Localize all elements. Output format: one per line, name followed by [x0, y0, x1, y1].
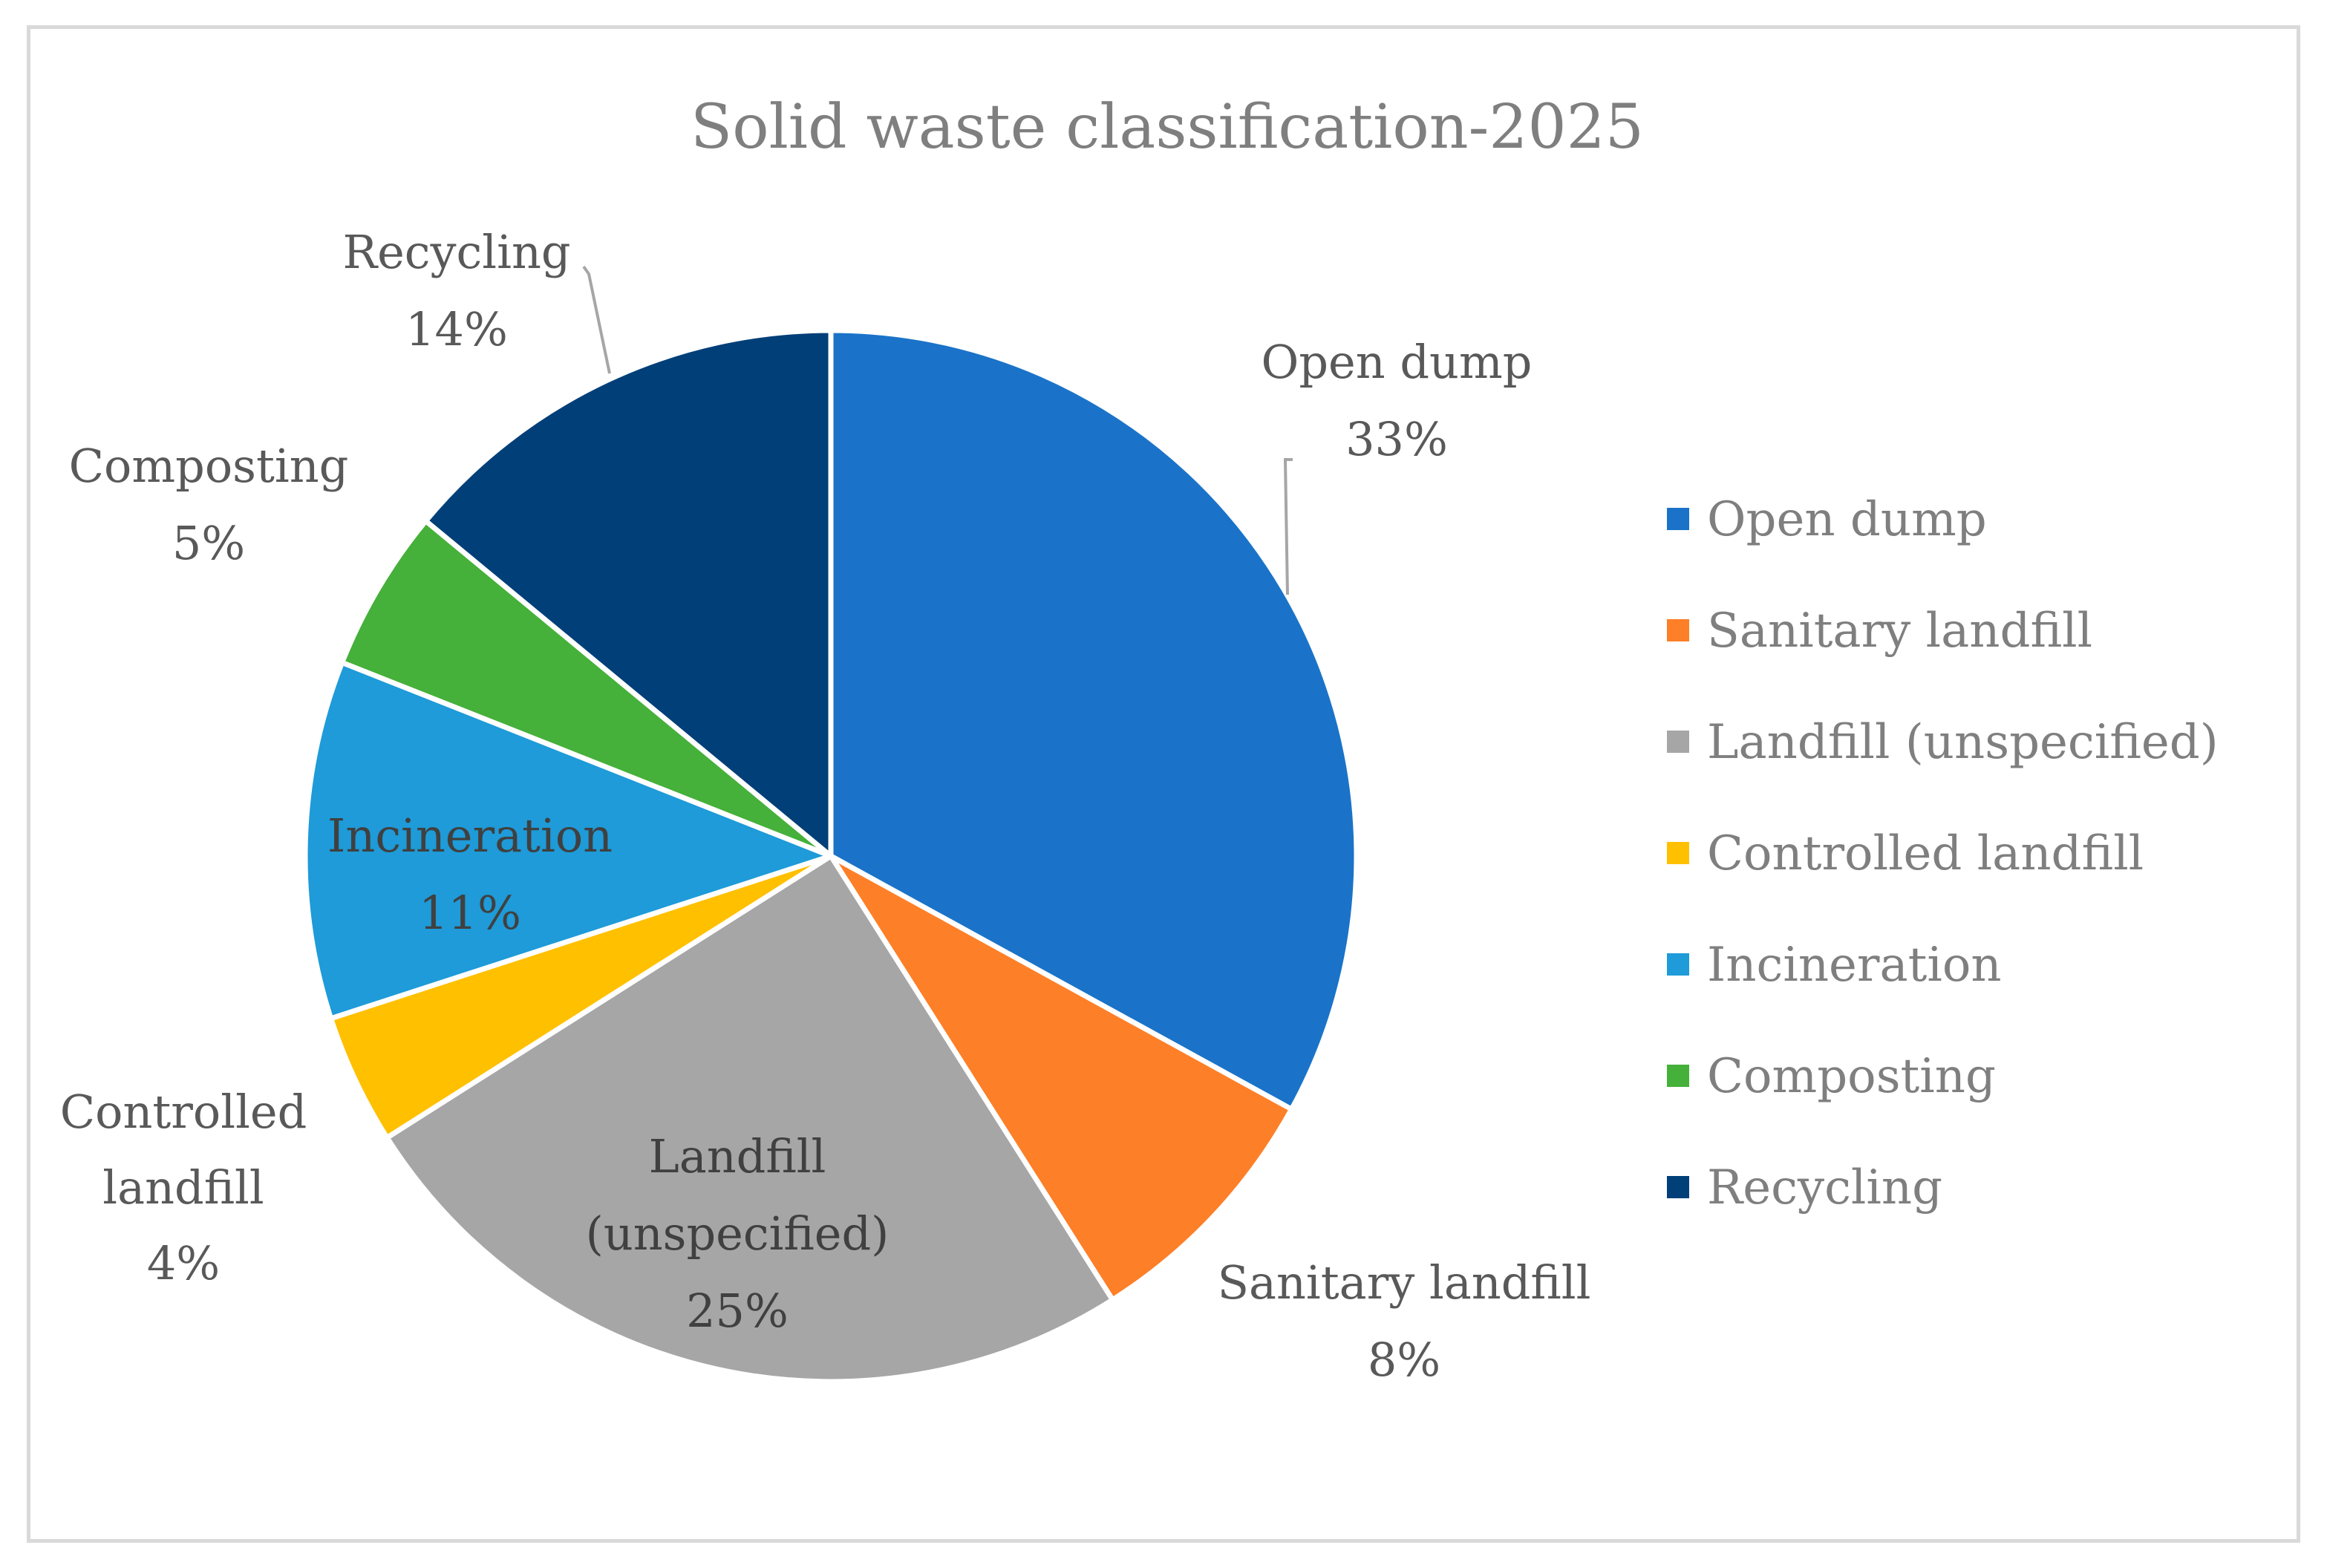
data-label-controlled-landfill: Controlled landfill 4%: [60, 1085, 307, 1290]
legend-item-incineration: Incineration: [1667, 938, 2002, 993]
legend-swatch: [1667, 619, 1689, 641]
legend-item-controlled-landfill: Controlled landfill: [1667, 826, 2144, 881]
legend-label: Recycling: [1707, 1160, 1942, 1215]
legend-swatch: [1667, 731, 1689, 753]
legend-label: Sanitary landfill: [1707, 604, 2092, 659]
slice-composting: [339, 518, 834, 859]
legend: Open dump Sanitary landfill Landfill (unsp…: [1667, 492, 2219, 1215]
data-label-incineration: Incineration 11%: [327, 808, 613, 940]
legend-swatch: [1667, 1065, 1689, 1087]
slice-recycling: [422, 327, 834, 859]
legend-item-landfill-unspecified: Landfill (unspecified): [1667, 715, 2219, 770]
slice-landfill-unspecified: [384, 853, 1115, 1385]
legend-label: Composting: [1707, 1049, 1996, 1104]
legend-item-sanitary-landfill: Sanitary landfill: [1667, 604, 2092, 659]
legend-swatch: [1667, 842, 1689, 864]
legend-label: Open dump: [1707, 492, 1987, 547]
data-label-open-dump: Open dump 33%: [1262, 335, 1533, 466]
chart-title: Solid waste classification-2025: [691, 92, 1644, 163]
chart-frame: Solid waste classification-2025 Open dum…: [27, 25, 2300, 1543]
legend-item-open-dump: Open dump: [1667, 492, 1987, 547]
legend-label: Controlled landfill: [1707, 826, 2144, 881]
legend-item-composting: Composting: [1667, 1049, 1996, 1104]
legend-item-recycling: Recycling: [1667, 1160, 1942, 1215]
data-label-recycling: Recycling 14%: [342, 225, 570, 356]
slice-open-dump: [828, 327, 1360, 1112]
data-label-sanitary-landfill: Sanitary landfill 8%: [1218, 1255, 1591, 1387]
data-label-composting: Composting 5%: [69, 439, 349, 570]
legend-swatch: [1667, 1176, 1689, 1198]
leader-line-recycling: [582, 265, 611, 374]
data-label-landfill-unspecified: Landfill (unspecified) 25%: [586, 1129, 890, 1338]
pie-slices: [302, 327, 1360, 1385]
legend-swatch: [1667, 953, 1689, 976]
legend-label: Landfill (unspecified): [1707, 715, 2219, 770]
data-labels: Open dump 33% Sanitary landfill 8% Landfill(…: [60, 225, 1591, 1387]
legend-swatch: [1667, 508, 1689, 530]
slice-incineration: [302, 659, 834, 1022]
legend-label: Incineration: [1707, 938, 2002, 993]
leader-line-open-dump: [1283, 458, 1293, 595]
slice-sanitary-landfill: [828, 853, 1294, 1303]
leader-lines: [582, 265, 1293, 595]
pie-chart: Solid waste classification-2025 Open dum…: [60, 92, 2219, 1387]
